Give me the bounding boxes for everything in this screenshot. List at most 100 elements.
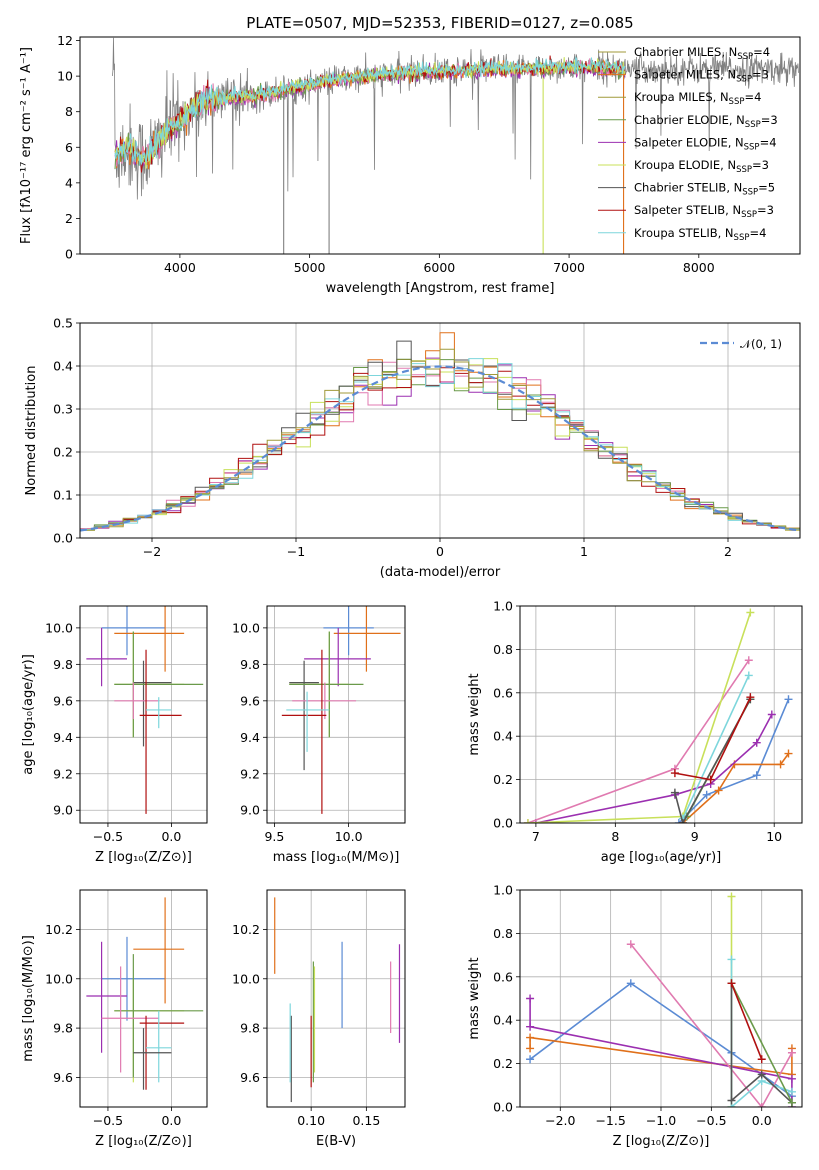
weight-marker xyxy=(670,788,679,797)
y-tick-label: 9.6 xyxy=(53,1070,73,1085)
y-tick-label: 10.0 xyxy=(232,620,260,635)
legend-label: Salpeter MILES, NSSP=3 xyxy=(634,68,769,85)
y-tick-label: 0.2 xyxy=(493,1056,513,1071)
x-tick-label: 10.0 xyxy=(335,829,363,844)
weight-series xyxy=(678,698,790,823)
weight-marker xyxy=(767,710,776,719)
weight-marker xyxy=(784,749,793,758)
y-tick-label: 0.0 xyxy=(493,816,513,831)
y-tick-label: 0.6 xyxy=(493,969,513,984)
age_vs_mass-grid xyxy=(267,606,405,823)
weight-series xyxy=(682,675,750,820)
x-axis-label: Z [log₁₀(Z/Z⊙)] xyxy=(95,1134,192,1149)
y-tick-label: 0.4 xyxy=(493,729,513,744)
weight-marker xyxy=(706,775,715,784)
y-tick-label: 9.6 xyxy=(240,1070,260,1085)
legend-label: Kroupa STELIB, NSSP=4 xyxy=(634,226,766,243)
weight-marker xyxy=(626,940,635,949)
y-tick-label: 0.4 xyxy=(53,359,73,374)
spectrum-frame xyxy=(79,36,801,255)
x-tick-label: −2 xyxy=(143,544,161,559)
x-tick-label: 0.0 xyxy=(161,829,181,844)
y-tick-label: 9.6 xyxy=(53,693,73,708)
weight-marker xyxy=(784,695,793,704)
legend-label: Chabrier MILES, NSSP=4 xyxy=(634,45,770,62)
x-axis-label: mass [log₁₀(M/M⊙)] xyxy=(273,850,400,865)
x-tick-label: −0.5 xyxy=(93,1113,123,1128)
y-tick-label: 9.0 xyxy=(53,803,73,818)
weight-marker xyxy=(670,769,679,778)
model-spectrum xyxy=(114,56,626,166)
y-tick-label: 9.8 xyxy=(53,657,73,672)
x-tick-label: 4000 xyxy=(164,260,196,275)
weight-marker xyxy=(744,656,753,665)
legend-label: Salpeter STELIB, NSSP=3 xyxy=(634,203,774,220)
weight-marker xyxy=(757,1070,766,1079)
x-axis-label: Z [log₁₀(Z/Z⊙)] xyxy=(95,850,192,865)
y-tick-label: 0.4 xyxy=(493,1013,513,1028)
y-tick-label: 0.2 xyxy=(53,445,73,460)
weight-marker xyxy=(526,1033,535,1042)
x-tick-label: 2 xyxy=(724,544,732,559)
legend-label: Chabrier ELODIE, NSSP=3 xyxy=(634,113,778,130)
weight-series xyxy=(630,943,793,1107)
mass_vs_EBV-grid xyxy=(267,890,405,1107)
y-tick-label: 0.1 xyxy=(53,488,73,503)
x-tick-label: 8 xyxy=(611,829,619,844)
weight-marker xyxy=(746,693,755,702)
weight-marker xyxy=(787,1074,796,1083)
weight-marker xyxy=(674,819,683,823)
y-tick-label: 12 xyxy=(57,33,73,48)
age_vs_Z-frame xyxy=(79,605,208,824)
x-tick-label: −1.5 xyxy=(595,1113,625,1128)
y-tick-label: 9.8 xyxy=(240,1021,260,1036)
y-tick-label: 9.0 xyxy=(240,803,260,818)
x-tick-label: 9.5 xyxy=(264,829,284,844)
y-tick-label: 4 xyxy=(65,175,73,190)
legend-label: 𝒩(0, 1) xyxy=(740,337,782,351)
weight-series xyxy=(730,982,793,1104)
histogram-series xyxy=(80,332,800,531)
legend-label: Chabrier STELIB, NSSP=5 xyxy=(634,181,775,198)
y-tick-label: 9.2 xyxy=(240,766,260,781)
weight_vs_Z-lines xyxy=(526,892,796,1107)
x-tick-label: 0.0 xyxy=(752,1113,772,1128)
weight-marker xyxy=(727,979,736,988)
mass_vs_EBV-errorbars xyxy=(274,897,401,1103)
weight-series xyxy=(730,983,793,1104)
x-tick-label: −1 xyxy=(287,544,305,559)
weight-series xyxy=(527,659,750,823)
y-axis-label: mass [log₁₀(M/M⊙)] xyxy=(21,935,36,1062)
weight-marker xyxy=(787,1098,796,1107)
x-tick-label: 7 xyxy=(532,829,540,844)
y-tick-label: 10.0 xyxy=(232,971,260,986)
x-tick-label: 8000 xyxy=(683,260,715,275)
x-tick-label: 7000 xyxy=(553,260,585,275)
age_vs_Z-errorbars xyxy=(86,606,204,814)
y-tick-label: 0.8 xyxy=(493,642,513,657)
y-tick-label: 9.2 xyxy=(53,766,73,781)
weight_vs_age-frame xyxy=(519,605,803,824)
x-axis-label: E(B-V) xyxy=(316,1134,356,1149)
weight-marker xyxy=(626,979,635,988)
spectrum-lines xyxy=(112,37,799,254)
x-tick-label: −0.5 xyxy=(696,1113,726,1128)
y-tick-label: 10.2 xyxy=(45,922,73,937)
residuals-frame xyxy=(79,322,801,539)
x-tick-label: 0.10 xyxy=(297,1113,325,1128)
x-tick-label: 0.15 xyxy=(352,1113,380,1128)
weight-marker xyxy=(526,1055,535,1064)
x-axis-label: Z [log₁₀(Z/Z⊙)] xyxy=(613,1134,710,1149)
x-tick-label: 6000 xyxy=(423,260,455,275)
y-tick-label: 10.0 xyxy=(45,971,73,986)
gaussian-curve xyxy=(80,365,800,532)
weight-marker xyxy=(727,1096,736,1105)
age_vs_mass-errorbars xyxy=(281,606,401,814)
y-tick-label: 0.6 xyxy=(493,685,513,700)
legend-label: Kroupa ELODIE, NSSP=3 xyxy=(634,158,769,175)
y-tick-label: 0.2 xyxy=(493,772,513,787)
y-tick-label: 0.0 xyxy=(493,1100,513,1115)
weight-marker xyxy=(787,1048,796,1057)
y-tick-label: 0.5 xyxy=(53,316,73,331)
chart-title: PLATE=0507, MJD=52353, FIBERID=0127, z=0… xyxy=(246,14,633,32)
